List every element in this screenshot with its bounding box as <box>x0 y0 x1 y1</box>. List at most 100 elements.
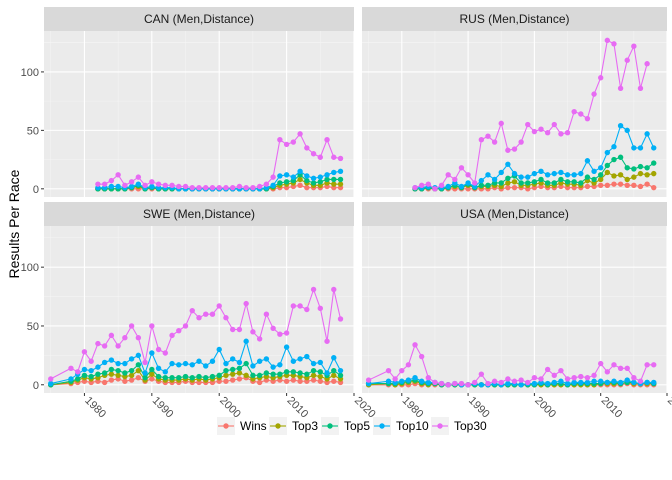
data-point-top10 <box>256 358 263 364</box>
data-point-top10 <box>324 370 330 376</box>
data-point-top10 <box>196 358 202 364</box>
data-point-top10 <box>128 183 135 190</box>
data-point-top30 <box>558 131 564 137</box>
data-point-top30 <box>584 115 591 122</box>
data-point-top3 <box>108 371 115 377</box>
data-point-top10 <box>644 379 650 386</box>
y-tick-label: 100 <box>21 67 39 79</box>
data-point-top10 <box>564 380 571 387</box>
data-point-top30 <box>452 380 458 387</box>
data-point-top10 <box>637 145 644 151</box>
data-point-top10 <box>304 173 310 179</box>
data-point-top5 <box>196 373 202 380</box>
data-point-top10 <box>591 168 597 174</box>
data-point-wins <box>223 378 229 384</box>
data-point-top30 <box>624 365 630 371</box>
data-point-top10 <box>611 144 617 150</box>
data-point-top30 <box>418 353 425 360</box>
y-tick-label: 0 <box>33 380 39 392</box>
data-point-top5 <box>283 369 290 375</box>
data-point-top30 <box>337 155 344 162</box>
x-tick-label: 1990 <box>150 395 176 421</box>
legend-key-point <box>223 423 229 429</box>
data-point-top30 <box>571 108 577 115</box>
data-point-wins <box>297 378 303 384</box>
data-point-top30 <box>598 75 604 81</box>
facet-panel: SWE (Men,Distance) 0 50 100 1980 1990 2000 2010… <box>21 202 378 420</box>
data-point-top5 <box>277 371 283 377</box>
data-point-top5 <box>135 362 142 368</box>
data-point-top3 <box>331 372 337 379</box>
data-point-wins <box>304 184 310 191</box>
data-point-top30 <box>425 375 431 381</box>
data-point-top30 <box>432 186 438 192</box>
data-point-top3 <box>317 373 323 380</box>
data-point-top10 <box>651 145 657 151</box>
data-point-top30 <box>465 382 471 388</box>
data-point-top10 <box>598 378 604 384</box>
data-point-top30 <box>128 323 135 329</box>
data-point-top10 <box>149 183 155 190</box>
data-point-top30 <box>331 154 337 160</box>
data-point-top30 <box>472 379 478 386</box>
data-point-wins <box>236 376 243 382</box>
data-point-top10 <box>216 346 222 353</box>
data-point-top30 <box>651 362 657 368</box>
data-point-top10 <box>505 380 511 387</box>
data-point-top30 <box>511 378 518 384</box>
data-point-top30 <box>277 137 283 143</box>
data-point-top30 <box>169 332 175 339</box>
data-point-top5 <box>331 176 337 183</box>
data-point-top10 <box>598 165 604 171</box>
x-tick-label: 1980 <box>400 395 426 421</box>
data-point-top5 <box>591 176 597 183</box>
data-point-top30 <box>525 379 531 386</box>
data-point-top30 <box>538 126 544 132</box>
data-point-top10 <box>142 370 148 376</box>
data-point-top5 <box>331 367 337 374</box>
data-point-top30 <box>68 365 74 371</box>
data-point-top10 <box>108 357 115 363</box>
data-point-top30 <box>256 183 263 190</box>
data-point-top5 <box>531 179 538 185</box>
data-point-top30 <box>149 179 155 185</box>
data-point-wins <box>256 379 263 386</box>
data-point-top10 <box>478 177 485 184</box>
data-point-top5 <box>108 366 115 373</box>
data-point-top30 <box>571 375 577 381</box>
data-point-top5 <box>263 370 270 376</box>
data-point-top10 <box>203 363 209 369</box>
data-point-top10 <box>270 182 276 189</box>
data-point-top5 <box>637 163 644 170</box>
data-point-top30 <box>304 306 310 313</box>
data-point-top30 <box>637 85 644 91</box>
data-point-top5 <box>505 175 511 181</box>
data-point-top5 <box>310 180 317 186</box>
data-point-top3 <box>598 176 604 183</box>
data-point-top30 <box>236 326 243 333</box>
data-point-top30 <box>485 380 491 387</box>
data-point-top30 <box>385 367 392 374</box>
data-point-top10 <box>564 172 571 178</box>
data-point-top30 <box>216 184 222 191</box>
data-point-top10 <box>385 378 392 384</box>
data-point-top10 <box>263 356 270 362</box>
data-point-top10 <box>551 379 557 386</box>
data-point-top30 <box>365 377 372 383</box>
data-point-top30 <box>584 375 591 381</box>
data-point-top30 <box>412 184 418 191</box>
data-point-top5 <box>101 370 108 376</box>
data-point-wins <box>584 183 591 190</box>
data-point-top10 <box>290 174 297 180</box>
data-point-top10 <box>651 379 657 386</box>
data-point-top30 <box>505 376 511 382</box>
data-point-top5 <box>223 367 229 374</box>
data-point-top30 <box>270 174 276 180</box>
data-point-top30 <box>631 375 637 381</box>
data-point-top5 <box>317 179 323 185</box>
data-point-top10 <box>149 350 155 356</box>
data-point-top30 <box>578 111 584 117</box>
data-point-top5 <box>182 373 189 380</box>
data-point-top5 <box>518 180 524 186</box>
